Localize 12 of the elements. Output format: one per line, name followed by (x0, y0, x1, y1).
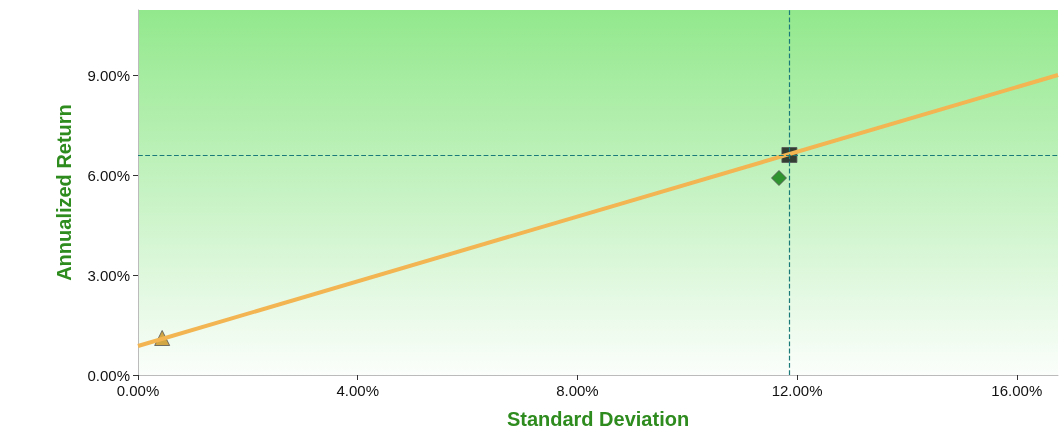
y-tick-label: 3.00% (87, 266, 130, 284)
x-tick-label: 8.00% (556, 382, 599, 399)
point (770, 170, 787, 186)
y-axis-title: Annualized Return (53, 104, 75, 281)
x-tick-label: 12.00% (771, 382, 823, 399)
y-tick-label: 6.00% (87, 166, 130, 184)
x-tick-label: 4.00% (336, 382, 379, 399)
x-axis-title: Standard Deviation (506, 408, 690, 430)
y-tick-label: 0.00% (87, 366, 130, 384)
x-tick-label: 0.00% (116, 382, 160, 399)
y-tick-label: 9.00% (87, 66, 130, 84)
x-tick-label: 16.00% (991, 382, 1043, 399)
